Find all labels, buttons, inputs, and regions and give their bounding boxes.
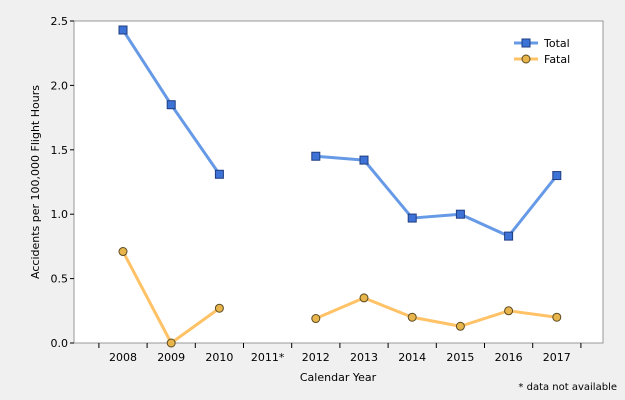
legend-label: Total xyxy=(543,37,570,50)
data-note: * data not available xyxy=(518,382,617,393)
data-point-fatal xyxy=(504,306,514,316)
x-tick-label: 2014 xyxy=(398,351,426,364)
y-tick-label: 1.0 xyxy=(51,208,69,221)
x-tick-label: 2015 xyxy=(446,351,474,364)
series-line-fatal xyxy=(314,296,559,328)
y-axis-title: Accidents per 100,000 Flight Hours xyxy=(29,85,42,279)
data-point-total xyxy=(166,100,176,110)
data-point-fatal xyxy=(166,338,176,348)
x-axis-title: Calendar Year xyxy=(300,371,377,384)
x-tick-label: 2008 xyxy=(109,351,137,364)
data-point-total xyxy=(311,151,321,161)
y-axis: 0.0 0.5 1.0 1.5 2.0 2.5 xyxy=(51,15,74,350)
data-point-total xyxy=(118,25,128,35)
data-point-fatal xyxy=(552,312,562,322)
y-tick-label: 2.5 xyxy=(51,15,69,28)
series-fatal xyxy=(118,247,562,348)
data-point-total xyxy=(407,213,417,223)
legend-label: Fatal xyxy=(544,53,570,66)
series-line-total xyxy=(314,154,559,238)
plot-area xyxy=(73,20,604,344)
x-tick-label: 2009 xyxy=(157,351,185,364)
legend-item-total: Total xyxy=(514,37,570,50)
x-tick-label: 2016 xyxy=(495,351,523,364)
data-point-total xyxy=(552,171,562,181)
data-point-total xyxy=(214,169,224,179)
x-tick-label: 2011* xyxy=(251,351,285,364)
y-tick-label: 0.5 xyxy=(51,273,69,286)
series-total xyxy=(118,25,562,241)
legend-item-fatal: Fatal xyxy=(514,53,570,66)
data-point-total xyxy=(359,155,369,165)
y-tick-label: 1.5 xyxy=(51,144,69,157)
data-point-fatal xyxy=(118,247,128,257)
legend-marker xyxy=(521,54,531,64)
x-tick-label: 2013 xyxy=(350,351,378,364)
x-tick-label: 2012 xyxy=(302,351,330,364)
legend: Total Fatal xyxy=(514,37,570,66)
data-point-total xyxy=(504,231,514,241)
x-tick-label: 2017 xyxy=(543,351,571,364)
x-axis: 2008 2009 2010 2011* 2012 2013 2014 2015 2016 201… xyxy=(98,343,582,364)
data-point-fatal xyxy=(359,293,369,303)
legend-marker xyxy=(521,38,531,48)
x-tick-label: 2010 xyxy=(205,351,233,364)
data-point-total xyxy=(455,209,465,219)
y-tick-label: 2.0 xyxy=(51,79,69,92)
data-point-fatal xyxy=(407,312,417,322)
data-point-fatal xyxy=(455,321,465,331)
data-point-fatal xyxy=(214,303,224,313)
data-point-fatal xyxy=(311,314,321,324)
y-tick-label: 0.0 xyxy=(51,337,69,350)
series-layer xyxy=(118,25,562,348)
